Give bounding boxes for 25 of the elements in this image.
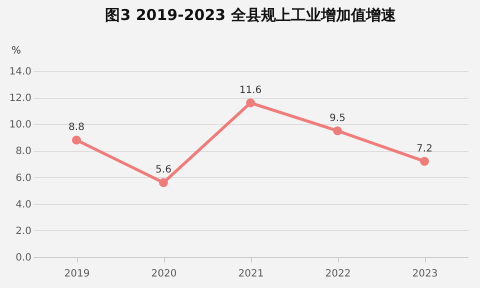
x-tick-label: 2019 <box>64 268 90 280</box>
y-tick-label: 6.0 <box>16 172 32 184</box>
data-label: 5.6 <box>156 164 172 176</box>
y-tick-label: 4.0 <box>16 199 32 210</box>
chart-title: 图3 2019-2023 全县规上工业增加值增速 <box>105 6 397 24</box>
data-label: 11.6 <box>239 84 262 96</box>
data-label: 8.8 <box>68 122 84 134</box>
y-axis-title: % <box>12 46 22 56</box>
point <box>72 136 81 145</box>
y-tick-label: 0.0 <box>16 252 32 264</box>
data-label: 9.5 <box>330 112 346 124</box>
y-tick-label: 12.0 <box>9 93 32 104</box>
point <box>159 178 168 188</box>
point <box>420 156 429 166</box>
point <box>333 126 342 136</box>
x-tick-label: 2022 <box>325 268 351 280</box>
y-tick-label: 2.0 <box>16 226 32 237</box>
x-tick-label: 2023 <box>412 268 438 280</box>
x-tick-label: 2021 <box>238 268 264 280</box>
y-tick-label: 14.0 <box>9 66 32 78</box>
y-tick-label: 8.0 <box>16 146 32 158</box>
point <box>246 98 255 108</box>
data-label: 7.2 <box>416 143 432 154</box>
x-tick-label: 2020 <box>151 268 177 280</box>
y-tick-label: 10.0 <box>9 120 32 131</box>
